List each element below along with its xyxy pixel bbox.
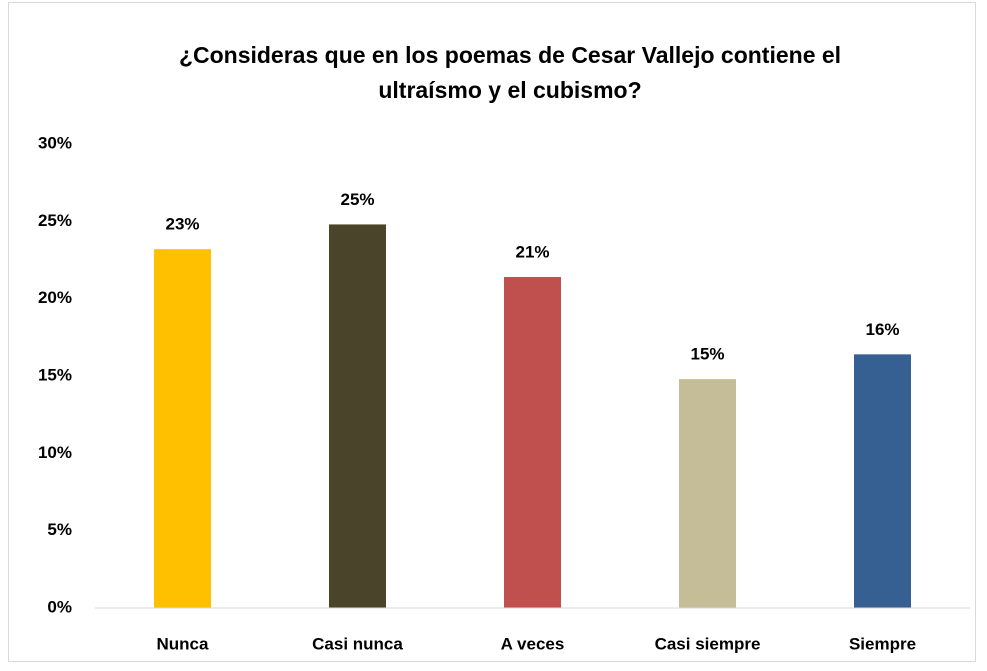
bar xyxy=(154,249,211,608)
data-label: 15% xyxy=(690,345,724,364)
y-tick-label: 30% xyxy=(38,133,72,152)
y-tick-label: 10% xyxy=(38,443,72,462)
x-tick-label: Casi siempre xyxy=(655,634,761,653)
data-label: 21% xyxy=(515,242,549,261)
bar xyxy=(854,354,911,608)
bar xyxy=(504,277,561,608)
bar xyxy=(329,224,386,608)
x-tick-label: Siempre xyxy=(849,634,916,653)
x-tick-label: A veces xyxy=(501,634,565,653)
data-label: 23% xyxy=(165,215,199,234)
y-tick-label: 20% xyxy=(38,288,72,307)
data-label: 16% xyxy=(865,320,899,339)
x-tick-label: Casi nunca xyxy=(312,634,403,653)
y-tick-label: 15% xyxy=(38,365,72,384)
data-label: 25% xyxy=(340,190,374,209)
chart-title: ¿Consideras que en los poemas de Cesar V… xyxy=(179,42,841,103)
x-tick-label: Nunca xyxy=(157,634,210,653)
y-tick-label: 5% xyxy=(47,520,72,539)
y-tick-label: 25% xyxy=(38,211,72,230)
y-tick-label: 0% xyxy=(47,597,72,616)
bar xyxy=(679,379,736,608)
